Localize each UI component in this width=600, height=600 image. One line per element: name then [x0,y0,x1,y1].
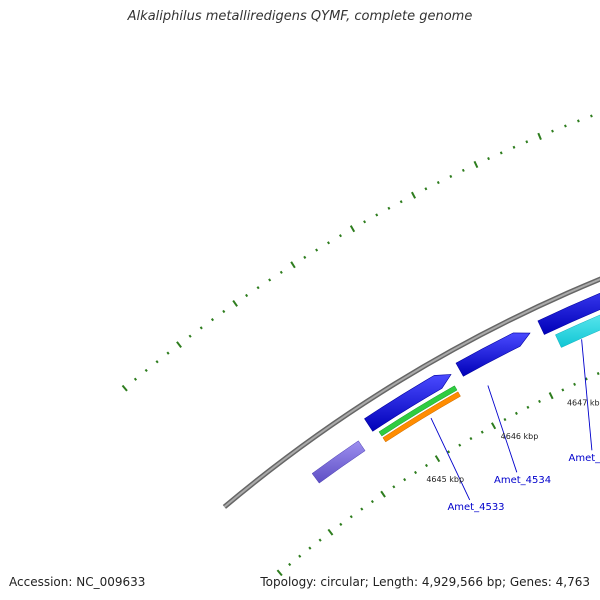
outer-tick [256,286,260,290]
inner-tick [503,417,507,422]
genome-title: Alkaliphilus metalliredigens QYMF, compl… [127,9,473,24]
outer-tick [564,124,567,128]
backbone-outer [222,276,600,509]
outer-tick [525,140,529,144]
genome-backbone [222,276,600,509]
inner-tick [424,463,429,468]
outer-tick-ring [121,114,593,392]
outer-tick [121,384,128,392]
outer-tick [461,168,465,172]
outer-tick [363,220,367,224]
inner-tick [370,499,374,504]
inner-tick [490,422,497,430]
outer-tick [279,270,283,274]
kbp-label-3: 4647 kbp [567,399,600,408]
inner-tick [308,546,312,550]
inner-tick [458,443,462,447]
outer-tick [222,309,226,314]
accession-text: Accession: NC_009633 [9,575,146,589]
inner-tick-ring [276,371,600,577]
inner-tick [434,455,441,463]
outer-tick [436,181,440,185]
outer-tick [512,145,516,149]
cds-outer-2 [455,332,531,377]
inner-tick [380,490,386,498]
leader-line-1 [430,417,471,501]
kbp-label-1: 4645 kbp [426,475,464,484]
inner-tick [573,382,577,386]
outer-tick [499,151,503,155]
gene-label-1: Amet_4533 [447,502,504,513]
outer-tick [155,360,159,364]
outer-tick [166,351,170,355]
inner-tick [584,377,588,381]
inner-tick [447,450,451,454]
outer-tick [290,261,296,269]
outer-tick [349,225,356,233]
outer-tick [338,234,342,238]
cds-outer-1 [364,374,452,432]
cds-outer-3 [537,292,600,335]
inner-tick [298,554,302,558]
gene-label-2: Amet_4534 [494,475,551,486]
outer-tick [411,191,417,199]
outer-tick [232,300,238,307]
inner-tick [318,538,322,542]
outer-tick [399,200,403,204]
outer-tick [144,368,148,373]
outer-tick [268,278,272,282]
inner-tick [538,399,541,404]
gene-label-3: Amet_4535 [569,453,600,464]
outer-tick [210,318,215,322]
inner-tick [526,405,530,409]
gene-labels: Amet_4533Amet_4534Amet_4535Amet_4536Amet… [447,453,600,513]
inner-tick [469,437,473,441]
outer-tick [245,293,249,298]
rna-green [378,385,458,437]
outer-tick [387,206,391,210]
inner-tick [327,528,334,536]
outer-tick [551,129,554,133]
outer-tick [133,377,138,381]
inner-tick [276,569,283,577]
outer-tick [473,160,479,169]
topology-text: Topology: circular; Length: 4,929,566 bp… [260,575,590,589]
outer-tick [327,241,331,245]
cds-left-edge [311,440,366,484]
inner-tick [414,470,418,475]
inner-tick [548,392,554,400]
outer-tick [537,132,542,141]
outer-tick [375,213,379,217]
inner-tick [561,388,565,392]
outer-tick [199,326,203,330]
kbp-label-2: 4646 kbp [501,432,539,441]
inner-tick [480,430,484,434]
outer-tick [590,114,593,118]
outer-tick [577,119,580,123]
outer-tick [315,248,319,252]
outer-tick [303,255,307,259]
inner-tick [339,522,343,526]
inner-tick [596,371,600,376]
inner-tick [514,411,518,415]
inner-tick [392,485,396,489]
gene-features [311,292,600,484]
outer-tick [188,334,192,338]
outer-tick [449,174,453,178]
cds-inner-cyan [555,314,600,348]
inner-tick [288,562,292,567]
leader-line-3 [581,339,593,451]
inner-tick [349,515,353,519]
backbone-highlight [223,278,600,508]
label-leader-lines [430,339,593,501]
outer-tick [487,157,490,161]
inner-tick [403,478,407,482]
inner-tick [360,507,364,511]
rna-orange [382,391,461,443]
outer-tick [424,187,428,191]
outer-tick [176,341,182,348]
leader-line-2 [487,385,518,473]
